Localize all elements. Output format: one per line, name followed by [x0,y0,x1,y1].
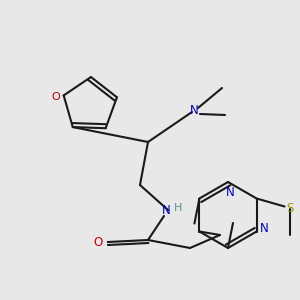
Text: O: O [93,236,103,248]
Text: H: H [174,203,182,213]
Text: S: S [286,202,293,215]
Text: N: N [260,222,269,235]
Text: N: N [162,205,170,218]
Text: O: O [51,92,60,102]
Text: N: N [226,185,234,199]
Text: N: N [190,103,198,116]
